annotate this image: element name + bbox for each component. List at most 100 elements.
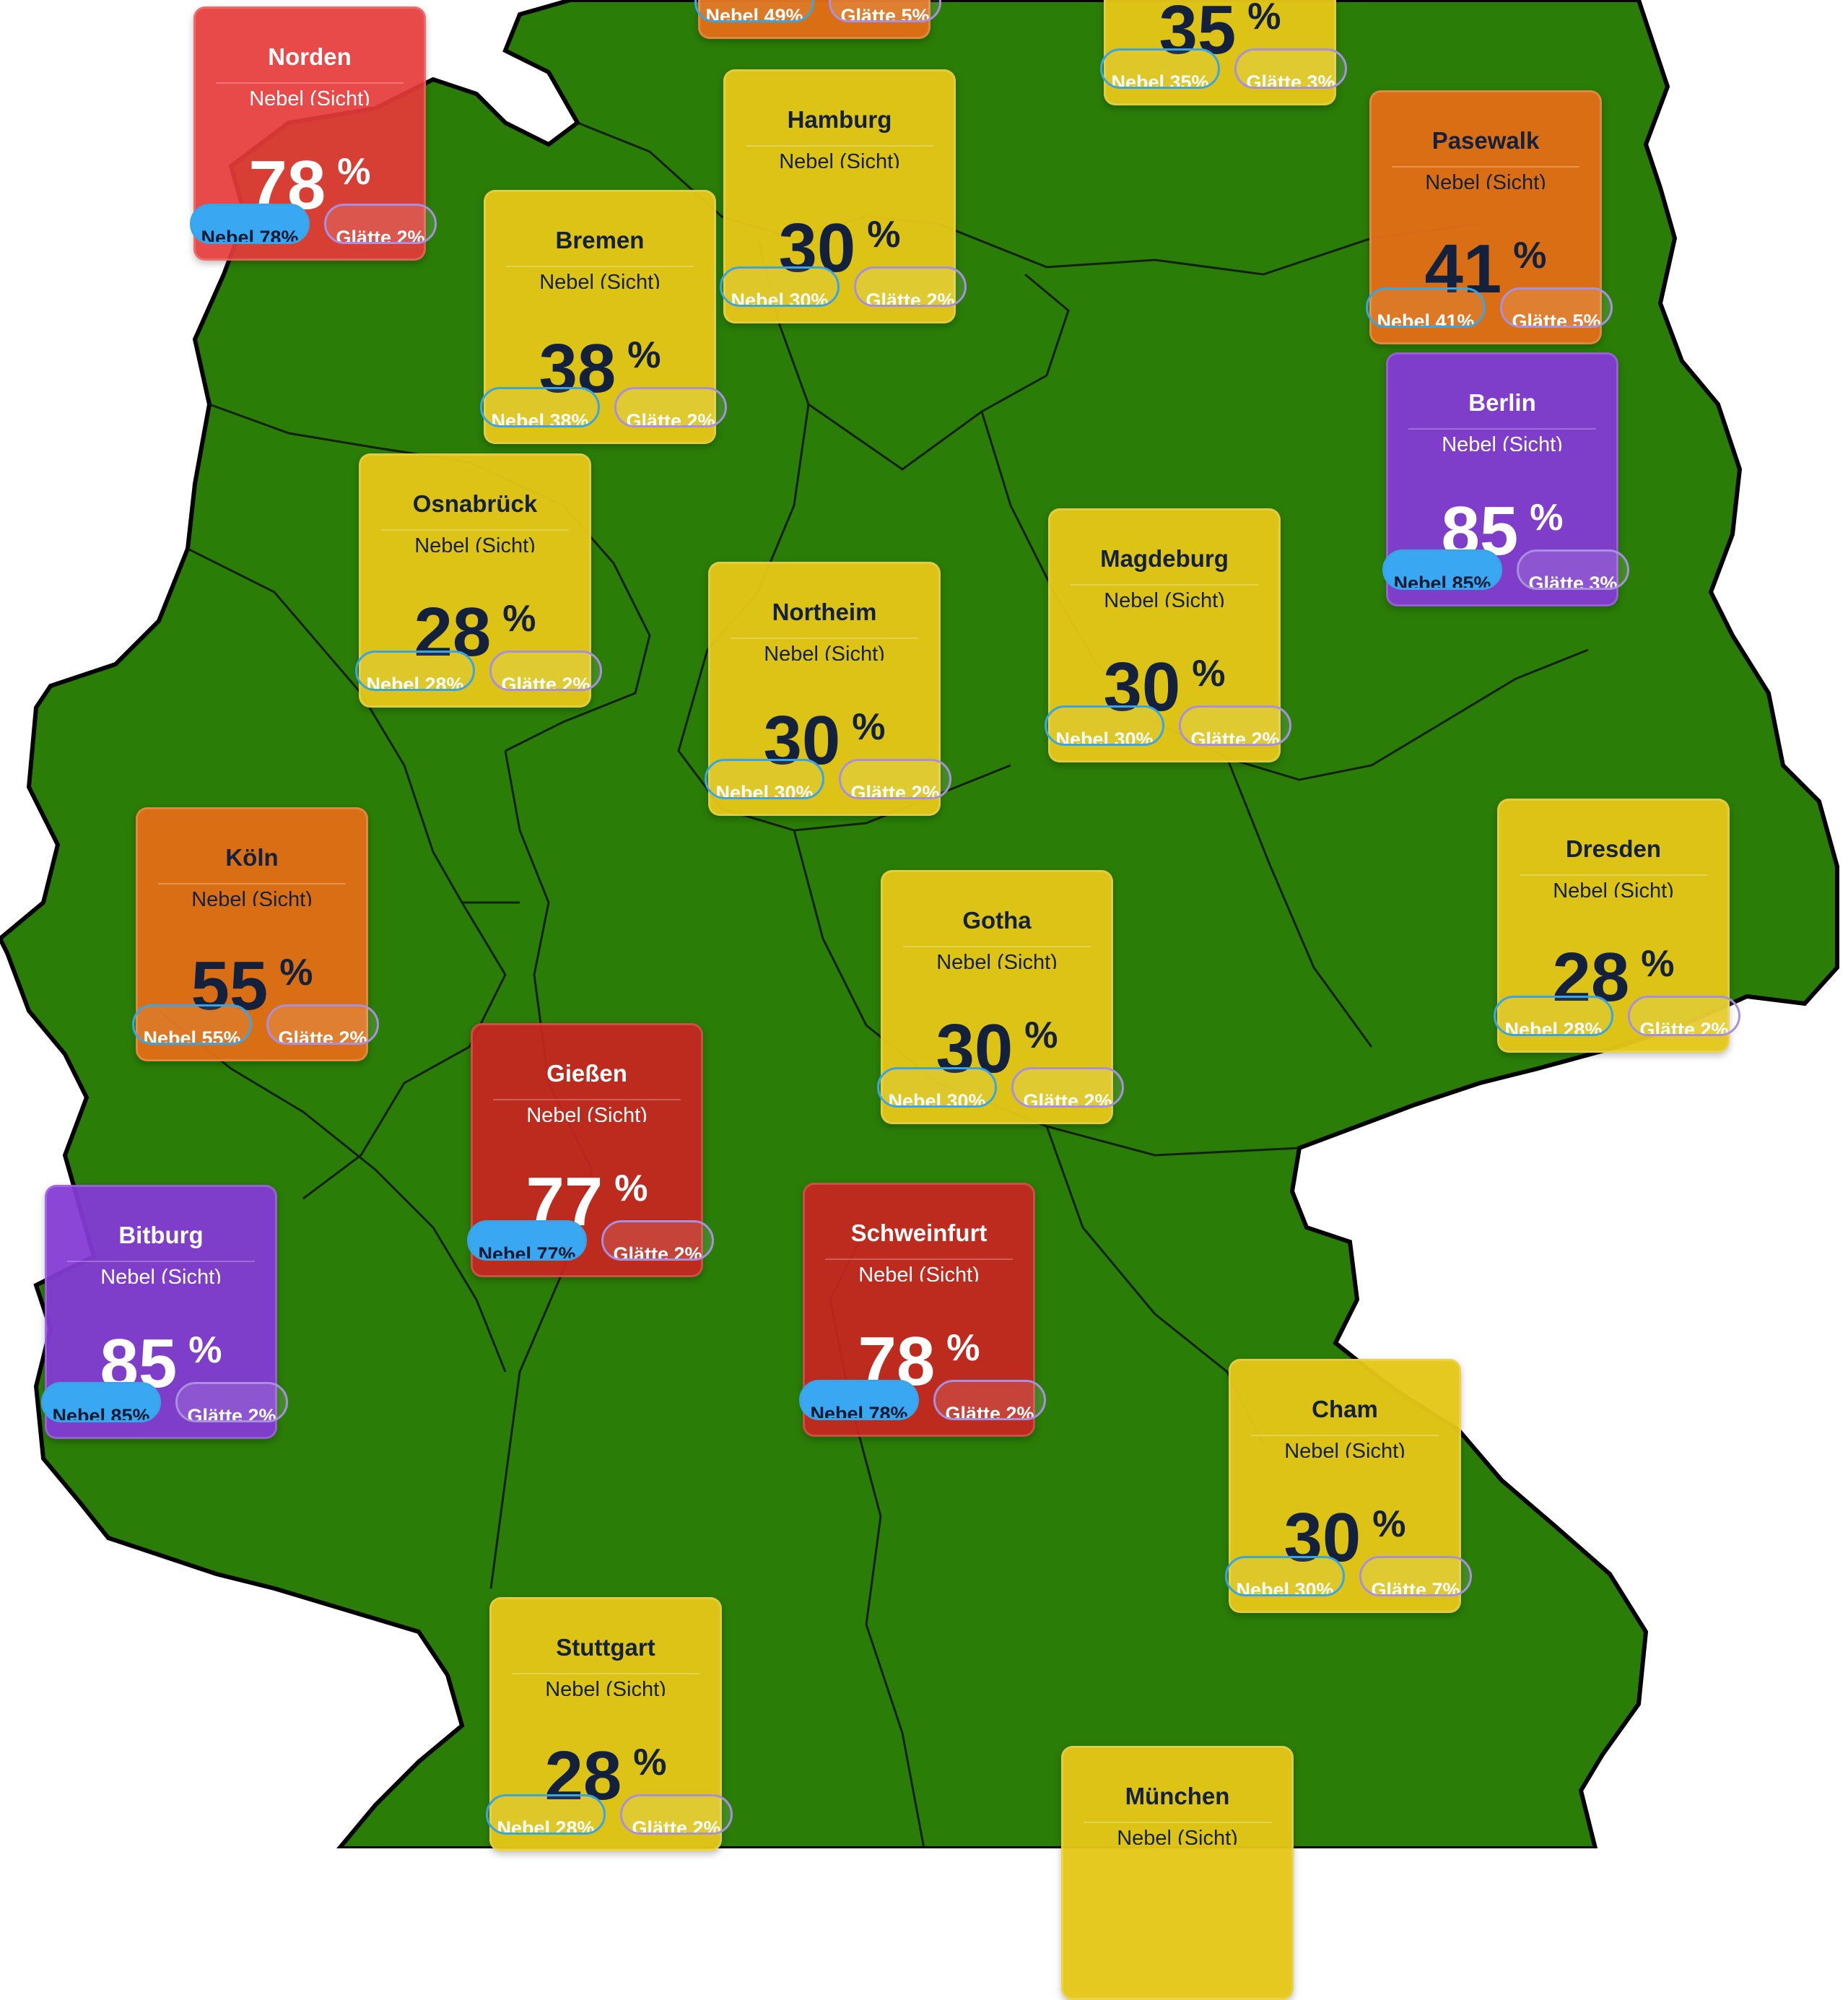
percent-sign: %: [614, 1168, 648, 1209]
nebel-pill[interactable]: Nebel 30%: [877, 1067, 997, 1108]
city-card-magdeburg[interactable]: Magdeburg Nebel (Sicht) 30% Nebel 30% Glätte…: [1045, 508, 1291, 762]
city-name: Cham: [1251, 1396, 1439, 1436]
metric-label: Nebel (Sicht): [764, 643, 885, 661]
nebel-pill[interactable]: Nebel 30%: [705, 759, 824, 799]
metric-label: Nebel (Sicht): [100, 1266, 222, 1284]
value-number: 28: [1552, 939, 1630, 1016]
percent-sign: %: [1530, 497, 1564, 539]
city-card-muenchen[interactable]: München Nebel (Sicht): [1061, 1746, 1294, 2000]
glatte-pill[interactable]: Glätte 2%: [1628, 996, 1740, 1036]
glatte-pill[interactable]: Glätte 2%: [324, 204, 437, 244]
nebel-pill[interactable]: Nebel 28%: [486, 1794, 606, 1835]
fog-probability-value: 41%: [1372, 221, 1600, 304]
city-card-cham[interactable]: Cham Nebel (Sicht) 30% Nebel 30% Glätte 7%: [1225, 1359, 1472, 1613]
glatte-pill[interactable]: Glätte 2%: [1011, 1067, 1124, 1108]
city-card-pasewalk[interactable]: Pasewalk Nebel (Sicht) 41% Nebel 41% Glätte …: [1366, 90, 1613, 344]
fog-probability-value: 30%: [1050, 639, 1278, 722]
city-card-stuttgart[interactable]: Stuttgart Nebel (Sicht) 28% Nebel 28% Glätte…: [486, 1597, 733, 1851]
metric-label: Nebel (Sicht): [526, 1104, 648, 1122]
percent-sign: %: [188, 1329, 222, 1371]
nebel-pill[interactable]: Nebel 85%: [41, 1382, 161, 1422]
city-name: Magdeburg: [1071, 545, 1258, 586]
value-number: 55: [191, 947, 269, 1025]
nebel-pill[interactable]: Nebel 55%: [132, 1004, 252, 1045]
value-number: 28: [544, 1737, 622, 1814]
city-name: Gotha: [903, 907, 1091, 947]
value-number: 38: [539, 330, 616, 407]
nebel-pill[interactable]: Nebel 35%: [1100, 48, 1220, 89]
city-card-giessen[interactable]: Gießen Nebel (Sicht) 77% Nebel 77% Glätte 2%: [467, 1023, 714, 1277]
metric-label: Nebel (Sicht): [191, 888, 313, 906]
percent-sign: %: [1372, 1503, 1406, 1545]
glatte-pill[interactable]: Glätte 2%: [620, 1794, 733, 1835]
nebel-pill[interactable]: Nebel 30%: [720, 266, 840, 307]
glatte-pill[interactable]: Glätte 2%: [1179, 705, 1291, 746]
glatte-pill[interactable]: Glätte 5%: [829, 0, 941, 22]
city-card-top-partial-b[interactable]: Nebel (Sicht)35%Nebel 35%Glätte 3%: [1100, 0, 1347, 105]
glatte-pill[interactable]: Glätte 2%: [601, 1220, 714, 1261]
metric-label: Nebel (Sicht): [1425, 171, 1546, 189]
city-card-berlin[interactable]: Berlin Nebel (Sicht) 85% Nebel 85% Glätte 3%: [1382, 352, 1629, 606]
glatte-pill[interactable]: Glätte 7%: [1359, 1556, 1472, 1596]
nebel-pill[interactable]: Nebel 30%: [1045, 705, 1164, 746]
city-card-northeim[interactable]: Northeim Nebel (Sicht) 30% Nebel 30% Glätte …: [705, 562, 951, 816]
glatte-pill[interactable]: Glätte 2%: [614, 387, 727, 427]
glatte-pill[interactable]: Glätte 2%: [175, 1382, 288, 1422]
city-card-hamburg[interactable]: Hamburg Nebel (Sicht) 30% Nebel 30% Glätte 2…: [720, 69, 967, 323]
nebel-pill[interactable]: Nebel 28%: [355, 651, 475, 691]
glatte-pill[interactable]: Glätte 2%: [266, 1004, 379, 1045]
value-number: 30: [936, 1010, 1014, 1087]
nebel-pill[interactable]: Nebel 30%: [1225, 1556, 1345, 1596]
glatte-pill[interactable]: Glätte 2%: [489, 651, 602, 691]
metric-label: Nebel (Sicht): [936, 951, 1058, 969]
city-name: Schweinfurt: [825, 1219, 1013, 1260]
glatte-pill[interactable]: Glätte 5%: [1500, 287, 1613, 328]
city-card-koeln[interactable]: Köln Nebel (Sicht) 55% Nebel 55% Glätte 2%: [132, 807, 379, 1061]
fog-probability-value: 35%: [1106, 0, 1334, 65]
city-card-gotha[interactable]: Gotha Nebel (Sicht) 30% Nebel 30% Glätte 2%: [877, 870, 1124, 1124]
city-card-top-partial-a[interactable]: Nebel (Sicht)Nebel 49%Glätte 5%: [694, 0, 941, 39]
fog-probability-value: 28%: [361, 584, 589, 667]
metric-label: Nebel (Sicht): [779, 150, 900, 168]
nebel-pill[interactable]: Nebel 78%: [190, 204, 310, 244]
nebel-pill[interactable]: Nebel 85%: [1382, 549, 1502, 590]
value-number: 30: [763, 702, 841, 779]
city-name: Hamburg: [746, 106, 933, 147]
metric-label: Nebel (Sicht): [1553, 879, 1674, 897]
metric-label: Nebel (Sicht): [1284, 1440, 1405, 1458]
nebel-pill[interactable]: Nebel 78%: [799, 1380, 919, 1420]
nebel-pill[interactable]: Nebel 41%: [1366, 287, 1486, 328]
city-name: Gießen: [493, 1060, 681, 1100]
metric-label: Nebel (Sicht): [414, 534, 536, 552]
city-card-osnabrueck[interactable]: Osnabrück Nebel (Sicht) 28% Nebel 28% Glätte…: [355, 453, 602, 708]
glatte-pill[interactable]: Glätte 3%: [1234, 48, 1347, 89]
metric-label: Nebel (Sicht): [1104, 589, 1225, 607]
nebel-pill[interactable]: Nebel 38%: [480, 387, 600, 427]
city-card-bitburg[interactable]: Bitburg Nebel (Sicht) 85% Nebel 85% Glätte 2…: [41, 1185, 288, 1439]
fog-probability-value: 30%: [883, 1001, 1111, 1084]
city-card-bremen[interactable]: Bremen Nebel (Sicht) 38% Nebel 38% Glätte 2%: [480, 190, 727, 444]
city-name: Northeim: [731, 599, 918, 639]
city-card-dresden[interactable]: Dresden Nebel (Sicht) 28% Nebel 28% Glätte 2…: [1494, 799, 1740, 1053]
glatte-pill[interactable]: Glätte 2%: [854, 266, 967, 307]
nebel-pill[interactable]: Nebel 49%: [694, 0, 814, 22]
percent-sign: %: [502, 598, 536, 640]
fog-probability-value: 30%: [725, 200, 954, 283]
nebel-pill[interactable]: Nebel 77%: [467, 1220, 587, 1261]
metric-label: Nebel (Sicht): [1442, 433, 1563, 451]
city-name: Pasewalk: [1392, 127, 1579, 168]
nebel-pill[interactable]: Nebel 28%: [1494, 996, 1613, 1036]
percent-sign: %: [867, 214, 901, 256]
value-number: 30: [778, 209, 856, 287]
fog-probability-value: 30%: [1231, 1490, 1459, 1573]
metric-label: Nebel (Sicht): [539, 271, 661, 289]
value-number: 30: [1103, 648, 1181, 726]
city-card-norden[interactable]: Norden Nebel (Sicht) 78% Nebel 78% Glätte 2%: [190, 6, 437, 261]
city-card-schweinfurt[interactable]: Schweinfurt Nebel (Sicht) 78% Nebel 78% Glät…: [799, 1183, 1046, 1437]
percent-sign: %: [279, 952, 313, 994]
glatte-pill[interactable]: Glätte 2%: [839, 759, 951, 799]
glatte-pill[interactable]: Glätte 3%: [1517, 549, 1629, 590]
glatte-pill[interactable]: Glätte 2%: [933, 1380, 1046, 1420]
fog-probability-value: 38%: [486, 321, 714, 404]
city-name: München: [1084, 1783, 1271, 1823]
